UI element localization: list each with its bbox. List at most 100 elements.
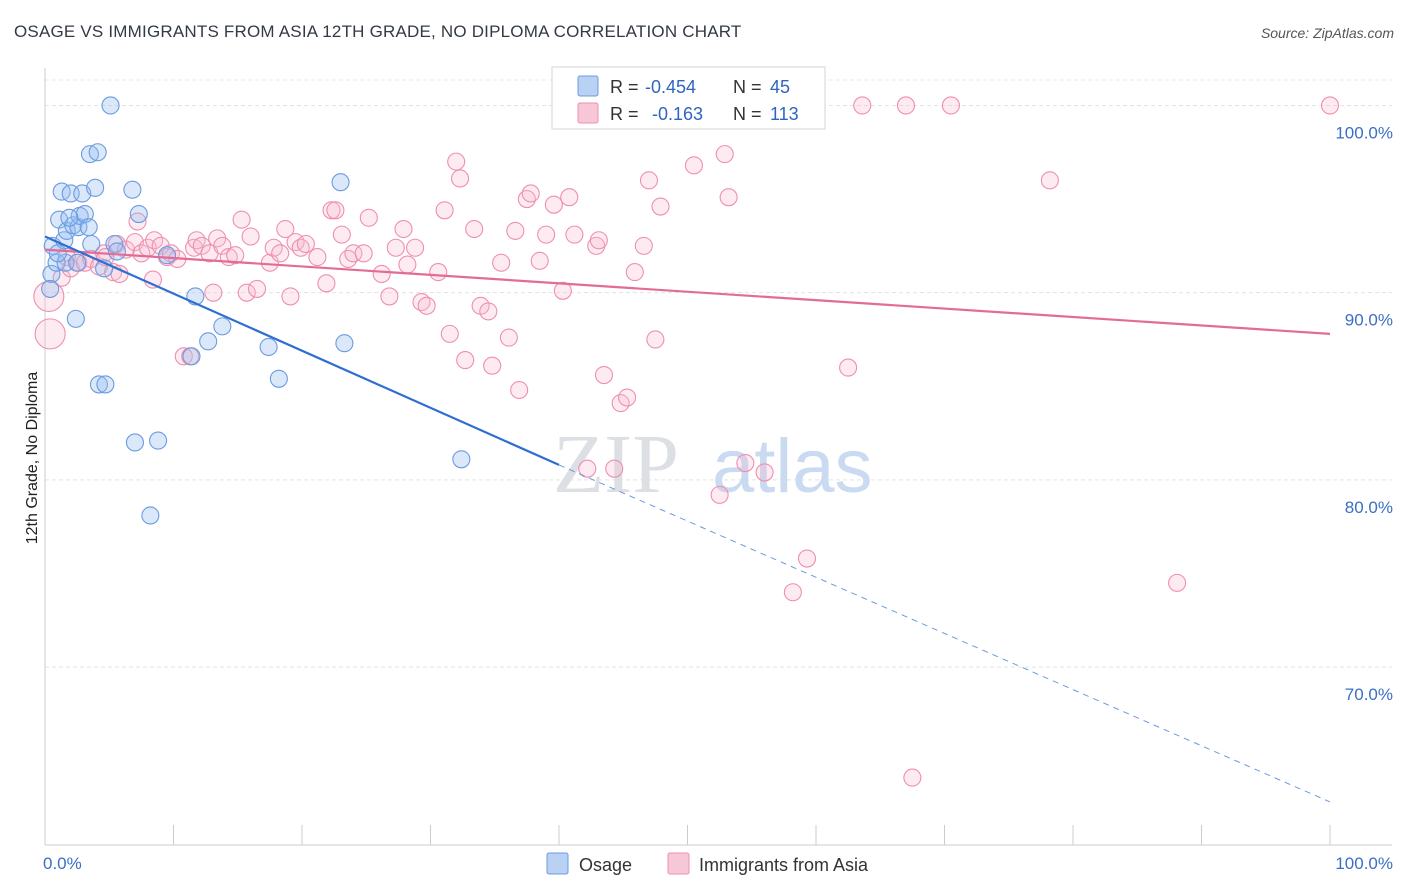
- osage-trend-extrapolation: [558, 464, 1331, 803]
- asia-point: [226, 246, 245, 265]
- osage-point: [182, 347, 201, 366]
- asia-point: [451, 169, 470, 188]
- osage-point: [213, 317, 232, 336]
- asia-point: [354, 244, 373, 263]
- asia-point: [386, 238, 405, 257]
- asia-point: [359, 208, 378, 227]
- asia-point: [247, 279, 267, 298]
- osage-point: [68, 253, 87, 272]
- osage-point: [52, 182, 71, 201]
- osage-point: [107, 242, 127, 261]
- asia-point: [192, 236, 211, 255]
- asia-point: [506, 221, 525, 240]
- asia-point: [380, 287, 399, 306]
- osage-point: [452, 450, 471, 469]
- osage-point: [41, 279, 60, 298]
- asia-point: [521, 184, 540, 203]
- bottom-legend-label-osage: Osage: [579, 855, 632, 875]
- asia-point: [565, 225, 584, 244]
- asia-point: [440, 324, 459, 343]
- bottom-legend-swatch-osage: [546, 852, 569, 875]
- legend: R = -0.454 N = 45 R = -0.163 N = 113: [551, 66, 826, 130]
- asia-point: [213, 236, 232, 255]
- x-tick-labels: 0.0% 100.0%: [43, 854, 1393, 873]
- osage-point: [88, 143, 107, 162]
- asia-point: [308, 248, 327, 267]
- osage-point: [129, 204, 148, 224]
- asia-point: [646, 330, 665, 349]
- data-points: [33, 96, 1340, 787]
- asia-point: [499, 328, 518, 347]
- asia-point: [634, 236, 653, 255]
- source-label: Source: ZipAtlas.com: [1260, 25, 1394, 41]
- asia-point: [1168, 573, 1187, 592]
- asia-point: [594, 366, 614, 385]
- asia-point: [296, 234, 315, 254]
- asia-point: [34, 318, 66, 350]
- y-tick-labels: 70.0% 80.0% 90.0% 100.0%: [1335, 123, 1393, 704]
- bottom-legend: Osage Immigrants from Asia: [546, 852, 869, 875]
- y-tick-label-70: 70.0%: [1345, 685, 1393, 704]
- osage-point: [331, 173, 350, 192]
- legend-n-label-asia: N =: [733, 104, 762, 124]
- osage-point: [199, 332, 218, 351]
- asia-point: [510, 380, 529, 400]
- osage-point: [125, 433, 144, 452]
- osage-point: [149, 431, 168, 450]
- asia-point: [941, 96, 960, 115]
- asia-point: [479, 302, 498, 321]
- asia-point: [625, 263, 644, 282]
- legend-swatch-asia: [577, 102, 599, 124]
- asia-point: [839, 358, 858, 377]
- asia-point: [447, 152, 466, 171]
- asia-point: [322, 201, 341, 220]
- asia-point: [394, 219, 413, 239]
- osage-point: [82, 234, 101, 254]
- asia-point: [736, 454, 755, 473]
- legend-swatch-osage: [577, 75, 599, 97]
- y-tick-label-80: 80.0%: [1345, 498, 1393, 517]
- osage-point: [89, 375, 109, 394]
- asia-point: [560, 188, 579, 207]
- x-tick-label-100: 100.0%: [1335, 854, 1393, 873]
- asia-point: [187, 231, 206, 250]
- osage-point: [123, 180, 142, 199]
- osage-point: [48, 244, 67, 263]
- osage-point: [269, 369, 288, 388]
- osage-point: [42, 264, 61, 284]
- asia-point: [417, 296, 436, 315]
- asia-point: [435, 201, 454, 220]
- asia-point: [492, 253, 511, 272]
- x-tick-label-0: 0.0%: [43, 854, 82, 873]
- legend-n-value-osage: 45: [770, 77, 790, 97]
- asia-point: [553, 281, 572, 300]
- asia-point: [372, 264, 391, 284]
- osage-point: [86, 178, 105, 197]
- osage-point: [66, 309, 85, 328]
- asia-point: [639, 171, 659, 190]
- asia-point: [618, 388, 637, 407]
- chart-title: OSAGE VS IMMIGRANTS FROM ASIA 12TH GRADE…: [14, 22, 742, 41]
- asia-point: [578, 459, 597, 478]
- legend-r-value-osage: -0.454: [645, 77, 696, 97]
- osage-point: [60, 208, 79, 227]
- asia-point: [174, 347, 193, 366]
- asia-point: [755, 463, 774, 482]
- osage-point: [79, 218, 98, 237]
- asia-point: [276, 219, 295, 239]
- osage-point: [259, 337, 278, 357]
- asia-point: [719, 188, 738, 207]
- asia-point: [710, 485, 729, 504]
- bottom-legend-swatch-asia: [667, 852, 690, 875]
- asia-point: [1040, 171, 1059, 190]
- asia-point: [465, 219, 484, 239]
- asia-point: [651, 197, 670, 216]
- y-tick-label-100: 100.0%: [1335, 123, 1393, 142]
- osage-point: [101, 96, 120, 115]
- osage-trend-line: [44, 235, 560, 466]
- asia-point: [589, 231, 608, 250]
- asia-point: [853, 96, 872, 115]
- watermark-atlas: atlas: [712, 424, 873, 509]
- asia-point: [530, 251, 549, 270]
- asia-point: [537, 225, 556, 244]
